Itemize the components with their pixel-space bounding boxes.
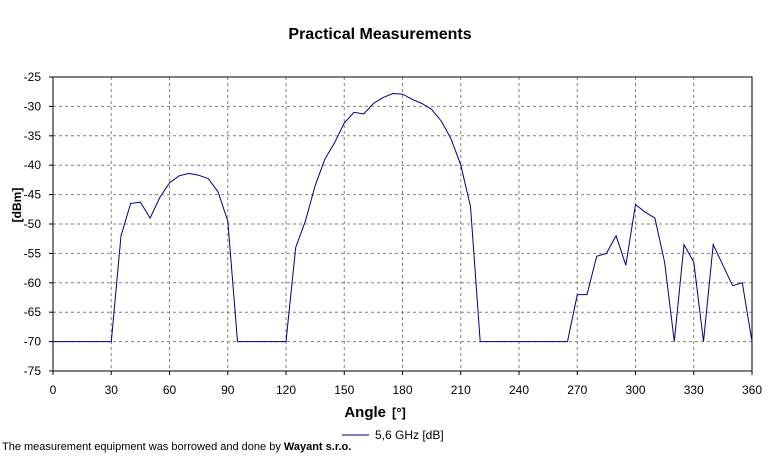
y-tick-label: -55: [24, 246, 42, 260]
x-axis-unit: [°]: [392, 405, 406, 420]
x-tick-label: 180: [392, 383, 412, 397]
footer-note: The measurement equipment was borrowed a…: [2, 441, 351, 453]
y-tick-label: -45: [24, 188, 42, 202]
y-tick-label: -35: [24, 129, 42, 143]
x-tick-label: 0: [50, 383, 57, 397]
x-tick-label: 60: [163, 383, 177, 397]
x-tick-label: 360: [742, 383, 762, 397]
x-tick-label: 240: [509, 383, 529, 397]
y-tick-label: -70: [24, 335, 42, 349]
chart-title: Practical Measurements: [288, 26, 471, 43]
y-tick-label: -50: [24, 217, 42, 231]
footer-text: The measurement equipment was borrowed a…: [2, 441, 284, 453]
series-line-5-6-ghz: [53, 92, 753, 343]
footer-company: Wayant s.r.o.: [283, 441, 352, 453]
x-tick-label: 90: [221, 383, 235, 397]
y-axis-label: [dBm]: [10, 188, 24, 223]
x-tick-label: 330: [684, 383, 704, 397]
y-tick-label: -25: [24, 70, 42, 84]
y-tick-label: -60: [24, 276, 42, 290]
x-tick-label: 300: [625, 383, 645, 397]
y-tick-label: -75: [24, 364, 42, 378]
x-tick-label: 150: [334, 383, 354, 397]
x-tick-label: 210: [451, 383, 471, 397]
x-axis-ticks: 0 30 60 90 120 150 180 210 240 270 300 330 360: [50, 371, 762, 397]
legend: 5,6 GHz [dB]: [342, 428, 444, 442]
y-tick-label: -40: [24, 158, 42, 172]
y-axis-ticks: -25 -30 -35 -40 -45 -50 -55 -60 -65 -70 -75: [24, 70, 53, 378]
x-axis-label: Angle: [344, 404, 386, 421]
x-tick-label: 270: [567, 383, 587, 397]
legend-label: 5,6 GHz [dB]: [375, 428, 444, 442]
x-tick-label: 30: [105, 383, 119, 397]
y-tick-label: -30: [24, 99, 42, 113]
x-tick-label: 120: [276, 383, 296, 397]
y-tick-label: -65: [24, 305, 42, 319]
